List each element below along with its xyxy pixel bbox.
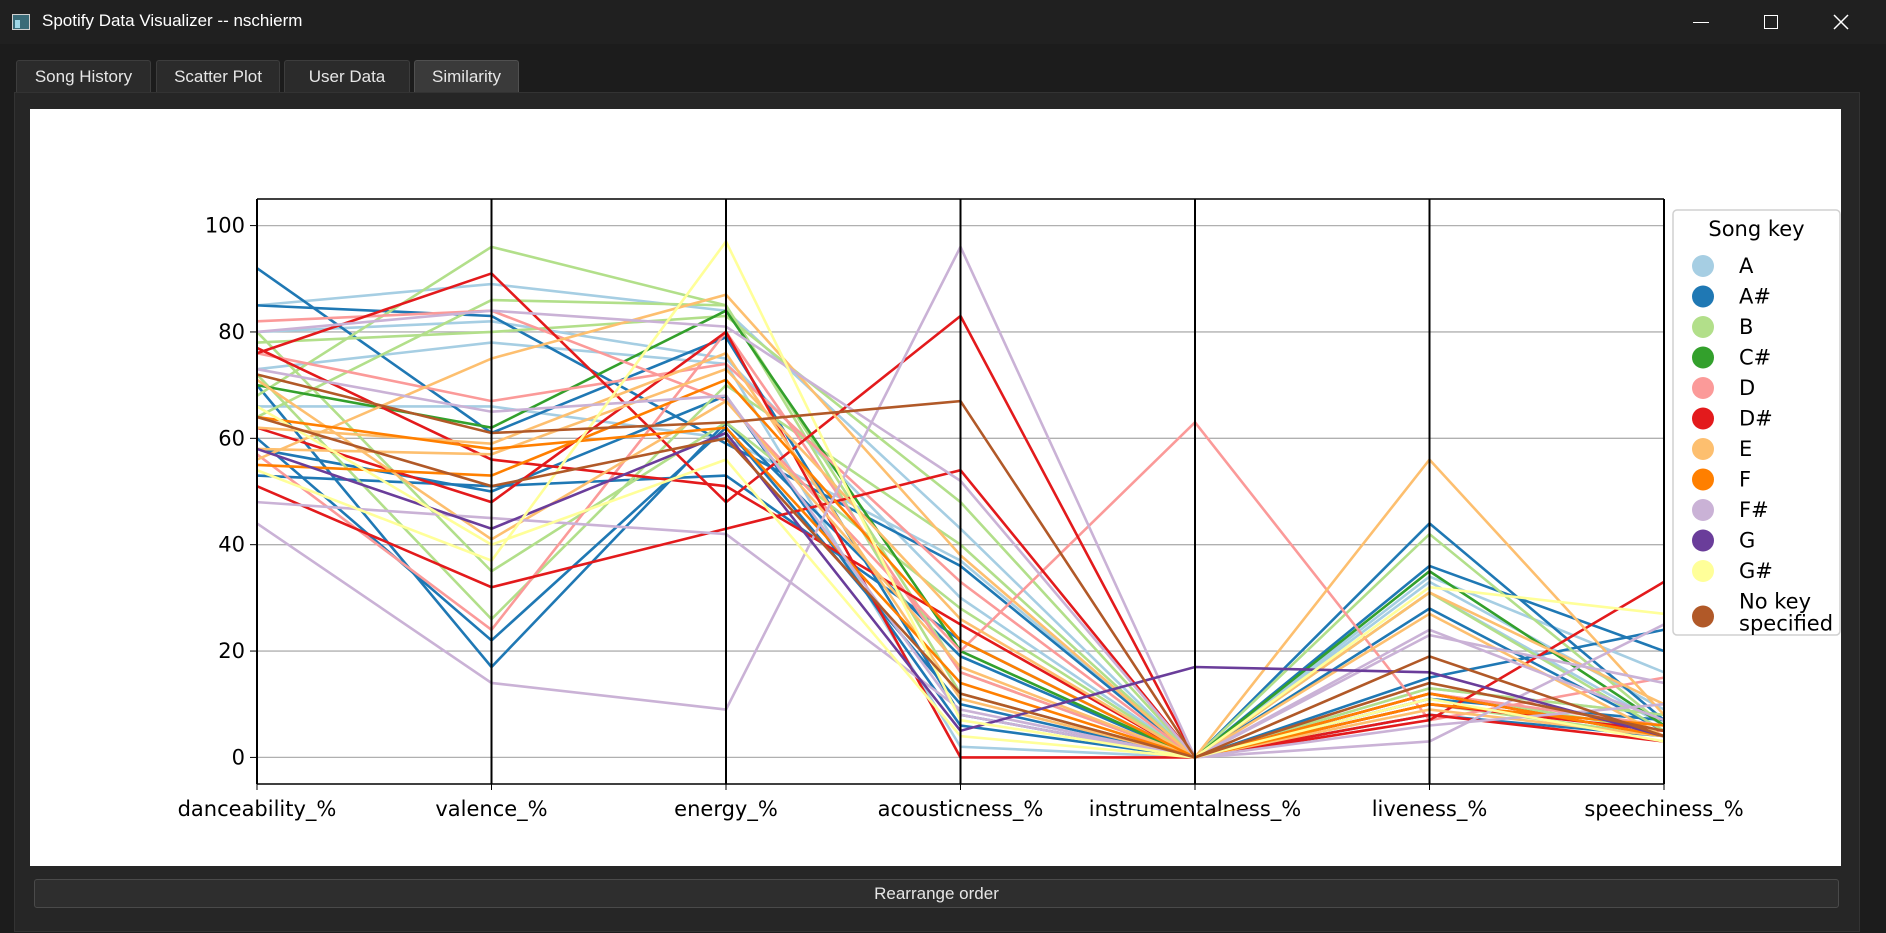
legend-marker	[1692, 529, 1714, 552]
tab-similarity[interactable]: Similarity	[414, 60, 519, 92]
y-tick-label: 20	[218, 639, 245, 663]
parallel-coordinates-svg: 0 20 40 60 80 100 danceability_% valence_% ener…	[178, 198, 1841, 822]
legend-label: specified	[1739, 612, 1833, 636]
legend-label: A	[1739, 254, 1754, 278]
legend-label: G#	[1739, 559, 1773, 583]
legend-marker	[1692, 346, 1714, 369]
legend-label: D	[1739, 376, 1755, 400]
maximize-icon	[1764, 15, 1778, 29]
minimize-button[interactable]	[1666, 0, 1736, 44]
legend-marker	[1692, 407, 1714, 430]
legend-label: F	[1739, 468, 1751, 492]
legend-label: B	[1739, 315, 1753, 339]
legend-label: No key	[1739, 590, 1811, 614]
window-title: Spotify Data Visualizer -- nschierm	[42, 11, 303, 30]
maximize-button[interactable]	[1736, 0, 1806, 44]
y-tick-label: 0	[232, 745, 245, 769]
legend-marker	[1692, 499, 1714, 521]
axis-label: instrumentalness_%	[1089, 797, 1301, 822]
legend-marker	[1692, 605, 1714, 628]
legend-label: D#	[1739, 407, 1773, 431]
axis-label: danceability_%	[178, 797, 337, 822]
legend-label: E	[1739, 437, 1752, 461]
legend-title: Song key	[1708, 217, 1804, 241]
legend-marker	[1692, 255, 1714, 277]
legend-label: G	[1739, 529, 1755, 553]
legend-marker	[1692, 438, 1714, 460]
axis-label: energy_%	[674, 797, 778, 822]
y-tick-label: 100	[205, 214, 245, 238]
legend-marker	[1692, 560, 1714, 582]
y-tick-label: 60	[218, 426, 245, 450]
axis-label: liveness_%	[1372, 797, 1488, 822]
legend-marker	[1692, 285, 1714, 308]
axis-label: valence_%	[435, 797, 547, 822]
similarity-chart: 0 20 40 60 80 100 danceability_% valence_% ener…	[30, 109, 1841, 866]
tab-song-history[interactable]: Song History	[16, 60, 151, 92]
legend-marker	[1692, 316, 1714, 338]
legend-marker	[1692, 377, 1714, 399]
legend-label: F#	[1739, 498, 1769, 522]
tab-user-data[interactable]: User Data	[284, 60, 410, 92]
axis-label: acousticness_%	[878, 797, 1044, 822]
close-icon	[1833, 14, 1849, 30]
legend-box	[1672, 209, 1841, 636]
legend-marker	[1692, 468, 1714, 491]
tab-scatter-plot[interactable]: Scatter Plot	[156, 60, 280, 92]
close-button[interactable]	[1806, 0, 1876, 44]
app-icon	[12, 14, 30, 30]
legend-label: C#	[1739, 346, 1771, 370]
legend-label: A#	[1739, 285, 1771, 309]
y-tick-label: 80	[218, 320, 245, 344]
minimize-icon	[1693, 21, 1709, 23]
title-bar: Spotify Data Visualizer -- nschierm	[0, 0, 1886, 44]
axis-label: speechiness_%	[1584, 797, 1743, 822]
rearrange-order-button[interactable]: Rearrange order	[34, 879, 1839, 908]
y-tick-label: 40	[218, 533, 245, 557]
